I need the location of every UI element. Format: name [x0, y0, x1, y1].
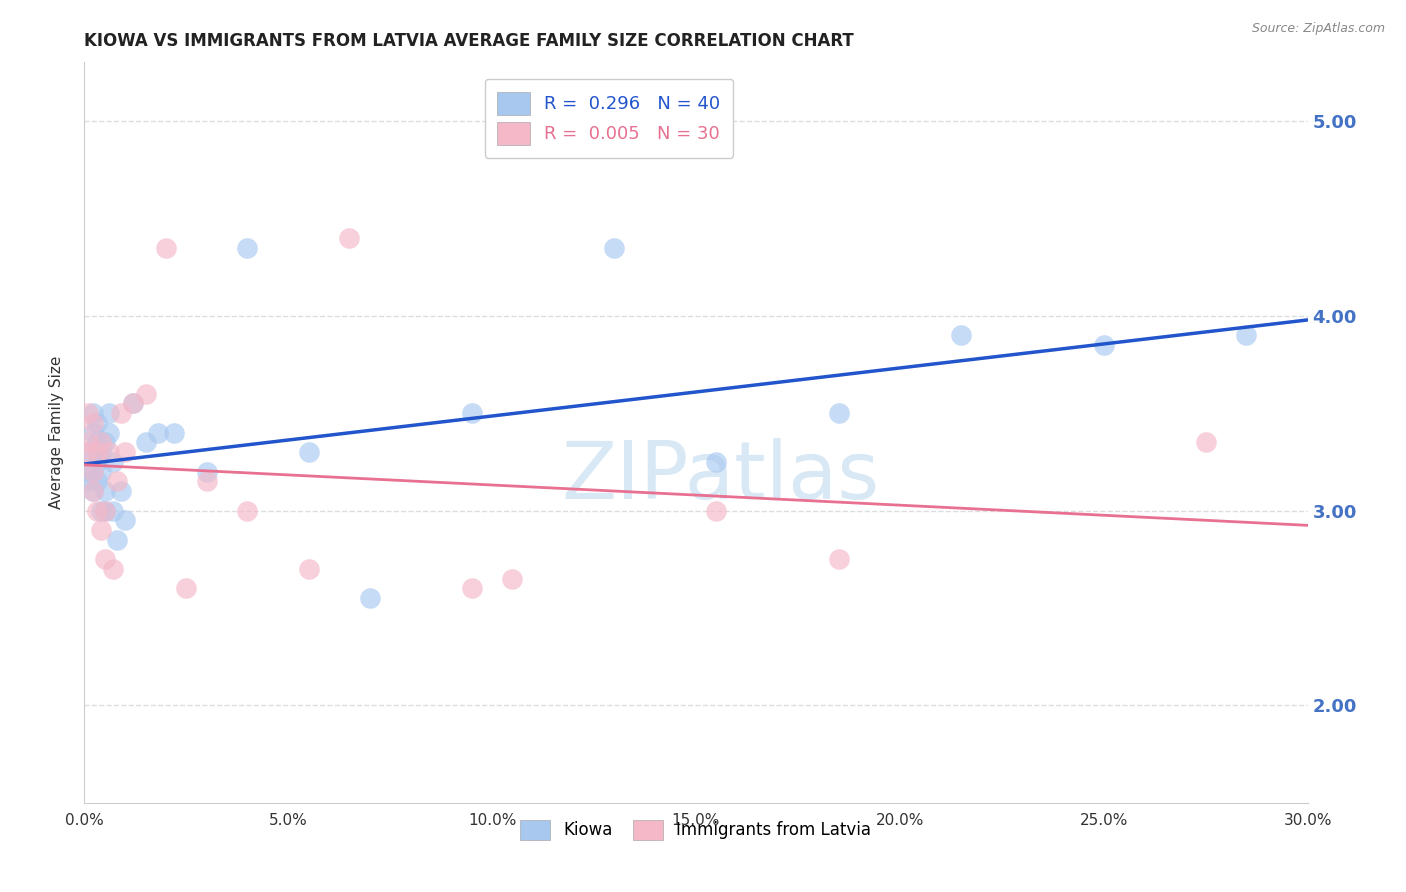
Point [77, 475, 100, 489]
Point [110, 406, 132, 420]
Point [502, 572, 524, 586]
Point [82, 484, 104, 499]
Point [110, 484, 132, 499]
Point [603, 240, 626, 255]
Point [86, 445, 108, 459]
Point [86, 503, 108, 517]
Point [146, 425, 169, 440]
Point [105, 533, 128, 547]
Point [114, 445, 136, 459]
Point [298, 562, 321, 576]
Point [461, 582, 484, 596]
Point [77, 406, 100, 420]
Point [77, 445, 100, 459]
Point [706, 455, 728, 469]
Point [93, 552, 115, 566]
Point [90, 465, 112, 479]
Point [86, 445, 108, 459]
Point [461, 406, 484, 420]
Point [163, 425, 186, 440]
Point [86, 435, 108, 450]
Point [122, 396, 145, 410]
Point [105, 475, 128, 489]
Point [706, 503, 728, 517]
Point [1092, 338, 1115, 352]
Point [77, 445, 100, 459]
Point [135, 386, 157, 401]
Point [155, 240, 177, 255]
Point [339, 231, 361, 245]
Point [236, 240, 259, 255]
Point [1236, 328, 1258, 343]
Point [359, 591, 381, 606]
Point [90, 523, 112, 537]
Point [950, 328, 973, 343]
Point [114, 513, 136, 527]
Point [135, 435, 157, 450]
Point [97, 425, 120, 440]
Point [90, 435, 112, 450]
Point [82, 465, 104, 479]
Point [86, 475, 108, 489]
Legend: Kiowa, Immigrants from Latvia: Kiowa, Immigrants from Latvia [510, 810, 882, 850]
Point [122, 396, 145, 410]
Point [77, 465, 100, 479]
Point [195, 475, 218, 489]
Point [93, 503, 115, 517]
Point [82, 425, 104, 440]
Point [97, 445, 120, 459]
Point [90, 503, 112, 517]
Point [828, 406, 851, 420]
Text: ZIPatlas: ZIPatlas [561, 438, 880, 516]
Point [82, 406, 104, 420]
Point [82, 416, 104, 430]
Point [77, 435, 100, 450]
Point [236, 503, 259, 517]
Point [174, 582, 197, 596]
Point [86, 416, 108, 430]
Y-axis label: Average Family Size: Average Family Size [49, 356, 63, 509]
Text: KIOWA VS IMMIGRANTS FROM LATVIA AVERAGE FAMILY SIZE CORRELATION CHART: KIOWA VS IMMIGRANTS FROM LATVIA AVERAGE … [84, 32, 853, 50]
Point [101, 503, 124, 517]
Point [195, 465, 218, 479]
Point [101, 562, 124, 576]
Point [828, 552, 851, 566]
Point [1195, 435, 1218, 450]
Text: Source: ZipAtlas.com: Source: ZipAtlas.com [1251, 22, 1385, 36]
Point [93, 484, 115, 499]
Point [82, 484, 104, 499]
Point [97, 406, 120, 420]
Point [90, 445, 112, 459]
Point [86, 455, 108, 469]
Point [298, 445, 321, 459]
Point [101, 455, 124, 469]
Point [82, 465, 104, 479]
Point [93, 503, 115, 517]
Point [93, 435, 115, 450]
